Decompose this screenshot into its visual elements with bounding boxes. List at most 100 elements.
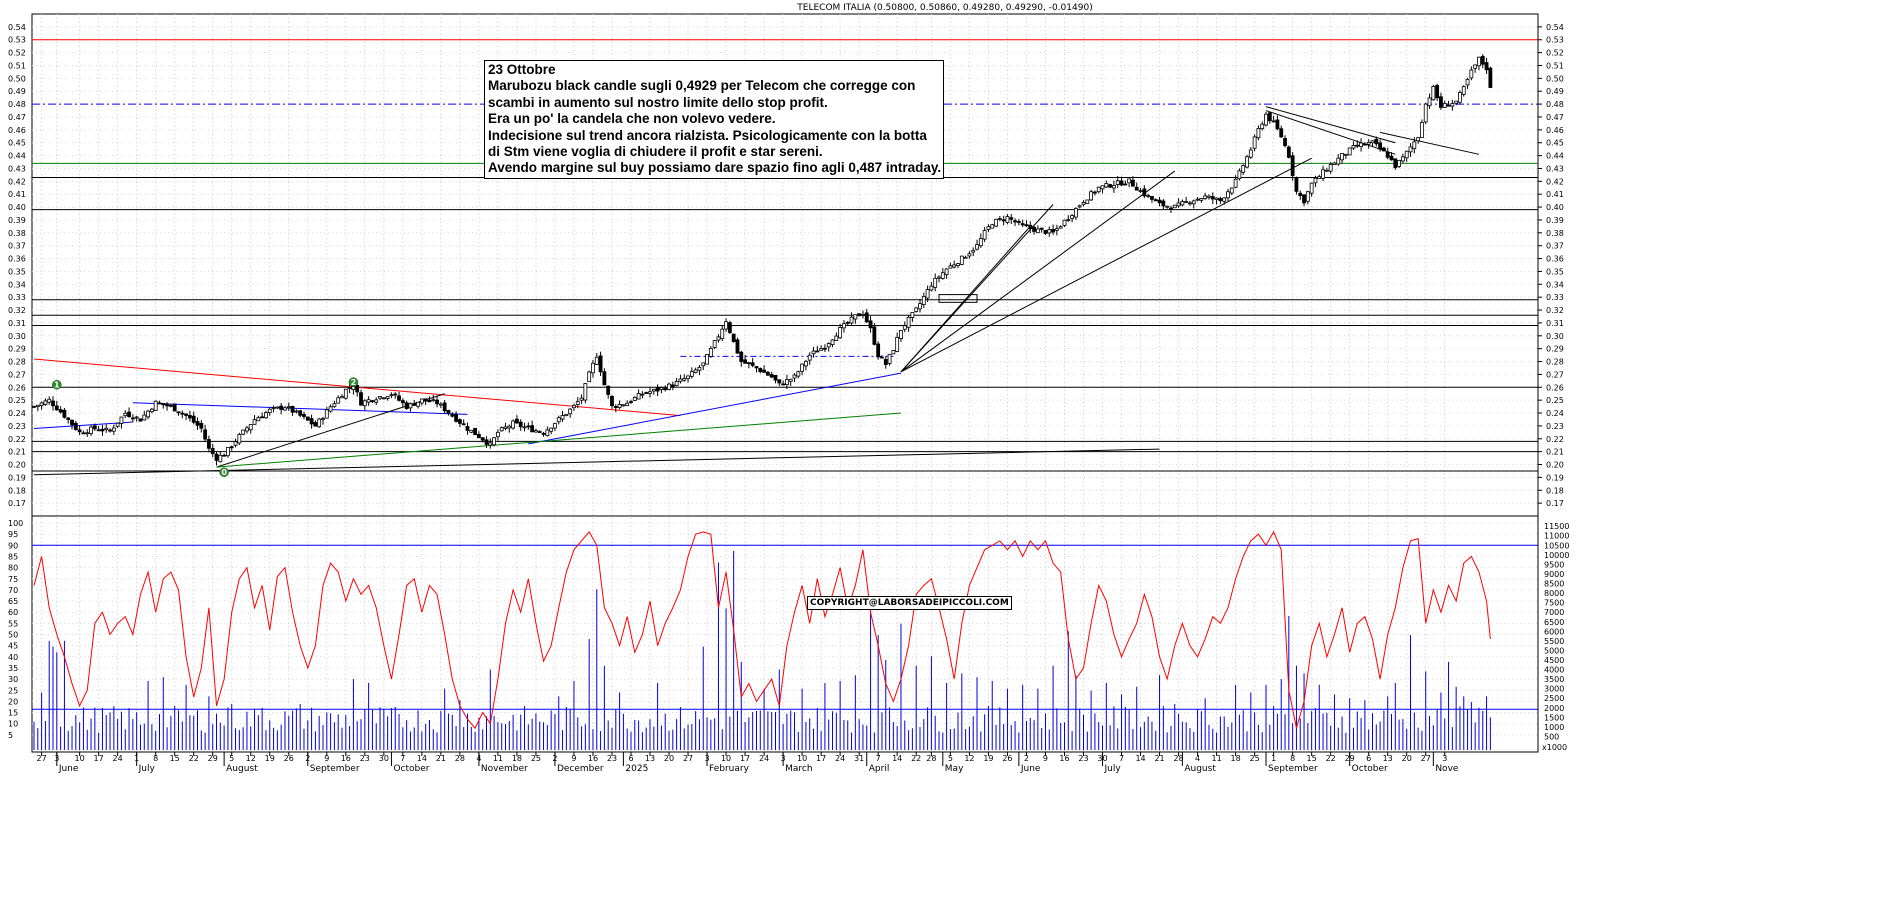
candle-body	[902, 325, 907, 330]
y-tick-left: 0.28	[8, 358, 26, 367]
candle-body	[1070, 215, 1074, 219]
candle-body	[659, 387, 664, 390]
candle-body	[1302, 194, 1306, 204]
candle-body	[511, 420, 516, 429]
x-day-tick: 7	[1119, 754, 1124, 763]
candle-body	[195, 421, 200, 426]
candle-body	[1222, 197, 1227, 202]
candle-body	[545, 429, 550, 437]
y-tick-right: 0.27	[1546, 370, 1564, 379]
candle-body	[1085, 199, 1090, 205]
x-day-tick: 29	[208, 754, 218, 763]
y-tick-right: 0.30	[1546, 332, 1564, 341]
x-day-tick: 24	[113, 754, 123, 763]
x-day-tick: 10	[721, 754, 731, 763]
candle-body	[804, 360, 808, 367]
candle-body	[967, 253, 972, 257]
x-day-tick: 16	[1059, 754, 1069, 763]
y-tick-left: 0.36	[8, 255, 26, 264]
candle-body	[1112, 185, 1116, 189]
y-tick-left: 0.49	[8, 87, 26, 96]
y-tick-right: 0.46	[1546, 126, 1564, 135]
candle-body	[1439, 96, 1443, 108]
candle-body	[283, 407, 287, 411]
candle-body	[1073, 208, 1078, 218]
x-day-tick: 14	[417, 754, 427, 763]
candle-body	[1374, 138, 1379, 145]
candle-body	[1047, 229, 1052, 234]
volume-tick: 3000	[1544, 685, 1564, 694]
candle-body	[975, 244, 979, 250]
candle-body	[389, 394, 394, 397]
candle-body	[1298, 192, 1303, 197]
volume-tick: 1500	[1544, 713, 1564, 722]
candle-body	[503, 426, 508, 429]
candle-body	[62, 409, 67, 418]
candle-body	[1431, 86, 1436, 101]
candle-body	[1385, 151, 1390, 158]
candle-body	[906, 316, 911, 328]
candle-body	[233, 441, 238, 446]
oscillator-tick: 70	[8, 586, 18, 595]
candle-body	[1389, 155, 1394, 161]
x-day-tick: 23	[1078, 754, 1088, 763]
x-day-tick: 22	[1326, 754, 1336, 763]
candle-body	[1210, 196, 1215, 200]
y-tick-right: 0.37	[1546, 242, 1564, 251]
x-day-tick: 10	[75, 754, 85, 763]
candle-body	[423, 398, 428, 402]
candle-body	[180, 412, 185, 415]
candle-body	[1420, 122, 1424, 138]
candle-body	[758, 368, 763, 373]
y-tick-right: 0.52	[1546, 49, 1564, 58]
x-day-tick: 19	[265, 754, 275, 763]
y-tick-left: 0.44	[8, 152, 26, 161]
y-tick-left: 0.51	[8, 61, 26, 70]
wave-markers: 1 2 0	[52, 377, 359, 477]
candle-body	[1290, 155, 1295, 176]
candle-body	[100, 428, 105, 432]
oscillator-tick: 10	[8, 720, 18, 729]
y-tick-right: 0.18	[1546, 486, 1564, 495]
candle-body	[1104, 183, 1109, 188]
candle-body	[142, 414, 147, 421]
oscillator-line	[32, 530, 1538, 730]
candle-body	[1267, 112, 1272, 122]
x-day-tick: 23	[360, 754, 370, 763]
candle-body	[712, 340, 717, 348]
candle-body	[522, 426, 527, 429]
candle-body	[1393, 158, 1398, 168]
x-day-tick: 13	[645, 754, 655, 763]
y-tick-right: 0.31	[1546, 319, 1564, 328]
candle-body	[66, 417, 71, 420]
candle-body	[370, 400, 375, 403]
oscillator-tick: 75	[8, 575, 18, 584]
candle-body	[689, 371, 694, 377]
candle-body	[1150, 195, 1154, 200]
candle-body	[54, 405, 59, 411]
candle-body	[1032, 226, 1036, 232]
volume-tick: 9500	[1544, 560, 1564, 569]
candle-body	[621, 404, 626, 407]
candle-body	[526, 425, 531, 428]
volume-tick: 11500	[1544, 522, 1569, 531]
candle-body	[716, 336, 721, 341]
candle-body	[956, 263, 960, 266]
candle-body	[1081, 202, 1086, 205]
candle-body	[644, 392, 649, 394]
candle-body	[594, 356, 599, 365]
candle-body	[583, 383, 588, 401]
candle-body	[1317, 176, 1322, 179]
oscillator-tick: 30	[8, 675, 18, 684]
candle-body	[986, 226, 991, 230]
candle-body	[743, 359, 747, 364]
x-month-tick: September	[310, 764, 360, 774]
candle-body	[157, 402, 162, 405]
x-day-tick: 9	[571, 754, 576, 763]
x-month-tick: September	[1268, 764, 1318, 774]
candle-body	[1279, 128, 1284, 138]
candle-body	[1214, 197, 1219, 200]
x-day-tick: 18	[1231, 754, 1241, 763]
candle-body	[290, 405, 295, 413]
candle-body	[153, 400, 158, 411]
